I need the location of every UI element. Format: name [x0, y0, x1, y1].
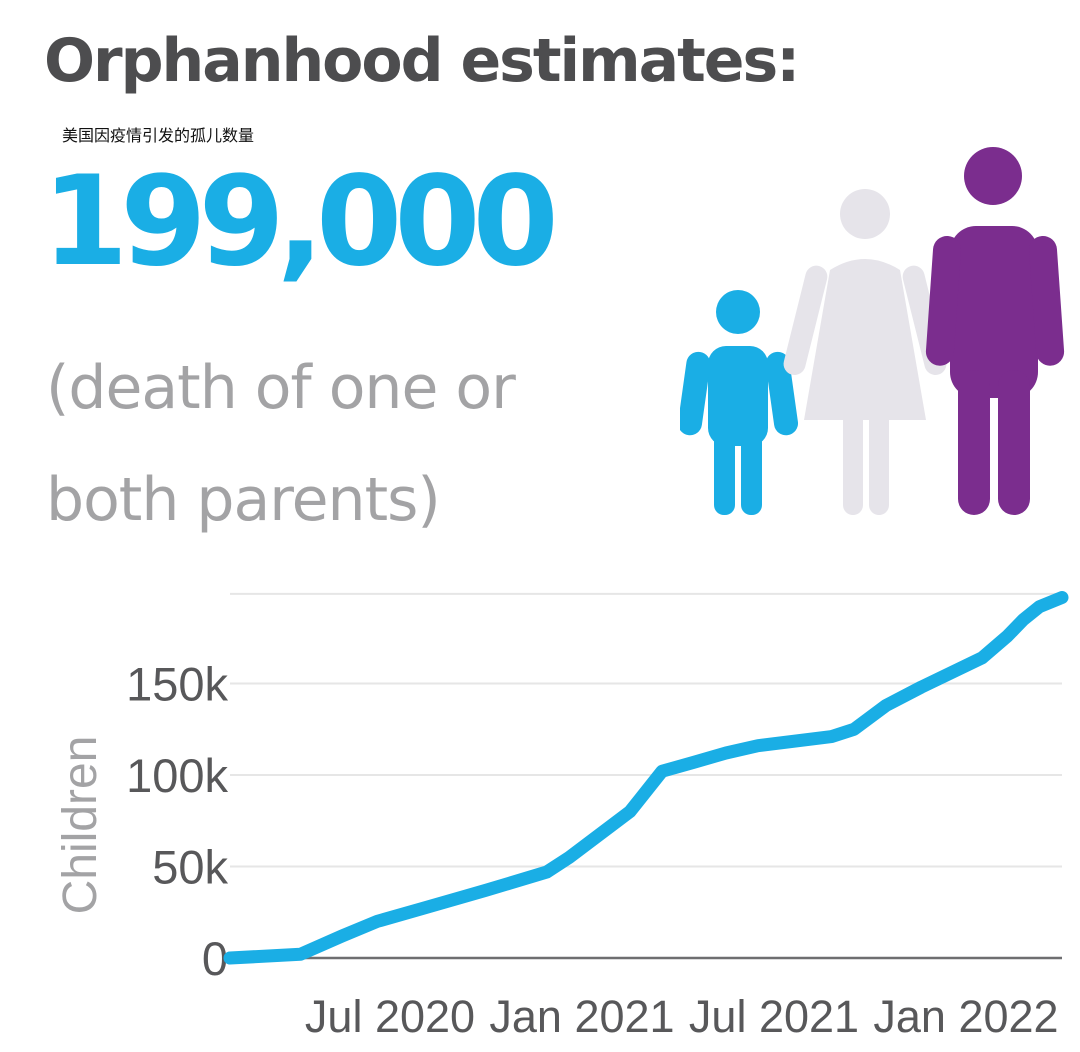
x-tick-label: Jul 2021 — [689, 991, 859, 1042]
x-tick-labels: Jul 2020 Jan 2021 Jul 2021 Jan 2022 — [305, 991, 1059, 1042]
caption-line-2: both parents) — [46, 465, 441, 535]
headline-number: 199,000 — [42, 150, 559, 294]
man-figure-icon — [925, 147, 1065, 515]
child-figure-icon — [680, 290, 799, 515]
x-tick-label: Jan 2021 — [489, 991, 674, 1042]
woman-figure-icon — [783, 189, 947, 515]
grid-lines — [230, 592, 1062, 868]
x-tick-label: Jul 2020 — [305, 991, 475, 1042]
y-tick-label: 100k — [126, 749, 228, 802]
y-axis-label: Children — [54, 736, 107, 915]
series-line-children — [223, 591, 1069, 965]
subtitle-chinese: 美国因疫情引发的孤儿数量 — [62, 126, 255, 145]
y-tick-label: 50k — [152, 841, 228, 894]
page-title: Orphanhood estimates: — [44, 26, 800, 96]
x-tick-label: Jan 2022 — [873, 991, 1058, 1042]
family-figures — [680, 147, 1065, 515]
y-tick-label: 150k — [126, 658, 228, 711]
caption-line-1: (death of one or — [46, 353, 516, 423]
caption: (death of one or both parents) — [46, 332, 566, 556]
